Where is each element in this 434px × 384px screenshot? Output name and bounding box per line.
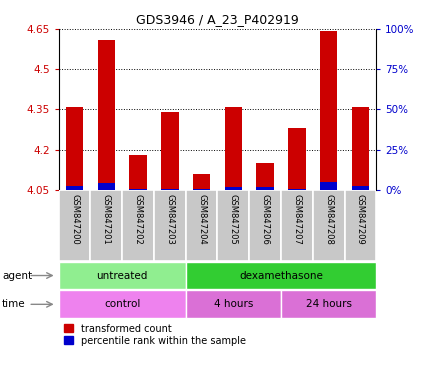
Bar: [66, 107, 83, 190]
Text: 24 hours: 24 hours: [305, 299, 351, 310]
Bar: [224, 187, 242, 190]
Bar: [256, 163, 273, 190]
Bar: [344, 190, 375, 261]
Bar: [192, 174, 210, 190]
Text: control: control: [104, 299, 140, 310]
Text: dexamethasone: dexamethasone: [239, 270, 322, 281]
Bar: [185, 262, 375, 290]
Bar: [161, 112, 178, 190]
Text: GSM847208: GSM847208: [323, 194, 332, 245]
Text: GSM847207: GSM847207: [292, 194, 301, 245]
Bar: [280, 190, 312, 261]
Text: GSM847206: GSM847206: [260, 194, 269, 245]
Bar: [319, 31, 337, 190]
Bar: [154, 190, 185, 261]
Text: GSM847204: GSM847204: [197, 194, 206, 244]
Bar: [312, 190, 344, 261]
Bar: [122, 190, 154, 261]
Bar: [129, 189, 147, 190]
Bar: [224, 107, 242, 190]
Bar: [256, 187, 273, 190]
Title: GDS3946 / A_23_P402919: GDS3946 / A_23_P402919: [136, 13, 298, 26]
Bar: [90, 190, 122, 261]
Bar: [249, 190, 280, 261]
Text: GSM847202: GSM847202: [133, 194, 142, 244]
Text: GSM847203: GSM847203: [165, 194, 174, 245]
Bar: [161, 189, 178, 190]
Bar: [66, 186, 83, 190]
Bar: [192, 189, 210, 190]
Bar: [97, 183, 115, 190]
Text: GSM847201: GSM847201: [102, 194, 111, 244]
Text: untreated: untreated: [96, 270, 148, 281]
Bar: [59, 291, 185, 318]
Text: 4 hours: 4 hours: [213, 299, 253, 310]
Legend: transformed count, percentile rank within the sample: transformed count, percentile rank withi…: [63, 324, 246, 346]
Bar: [351, 107, 368, 190]
Bar: [185, 291, 280, 318]
Bar: [97, 40, 115, 190]
Bar: [280, 291, 375, 318]
Bar: [287, 189, 305, 190]
Text: GSM847200: GSM847200: [70, 194, 79, 244]
Text: time: time: [2, 299, 26, 310]
Text: GSM847209: GSM847209: [355, 194, 364, 244]
Bar: [319, 182, 337, 190]
Bar: [59, 190, 90, 261]
Bar: [129, 155, 147, 190]
Text: GSM847205: GSM847205: [228, 194, 237, 244]
Bar: [217, 190, 249, 261]
Bar: [351, 186, 368, 190]
Bar: [59, 262, 185, 290]
Text: agent: agent: [2, 270, 32, 281]
Bar: [185, 190, 217, 261]
Bar: [287, 128, 305, 190]
